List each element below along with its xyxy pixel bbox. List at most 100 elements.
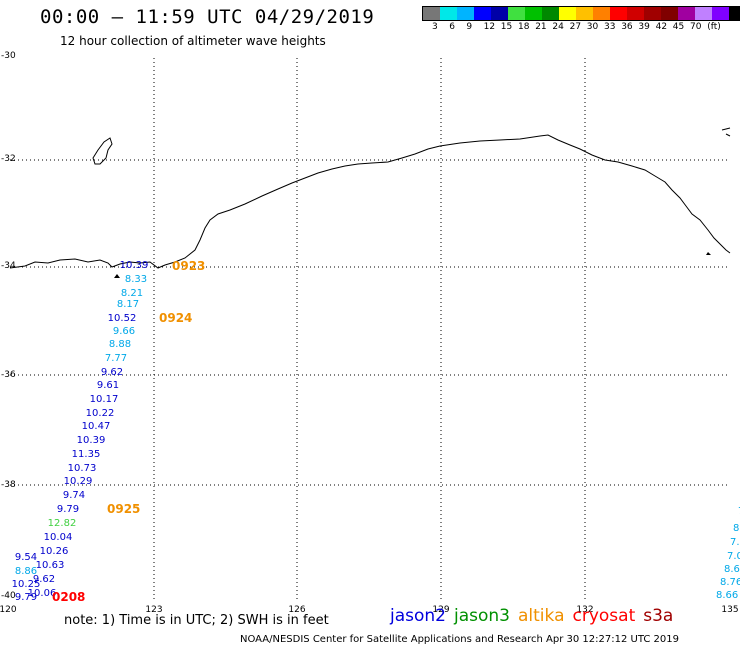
legend-label: 9: [466, 22, 473, 32]
legend-swatch: [491, 7, 508, 20]
legend-swatch: [559, 7, 576, 20]
latitude-labels: -30 -32 -34 -36 -38 -40: [1, 51, 16, 601]
legend-unit: (ft): [707, 22, 721, 32]
legend-swatch: [542, 7, 559, 20]
wave-height-value: 9.54: [15, 552, 37, 563]
satellite-name-s3a: s3a: [643, 606, 674, 626]
legend-swatch: [474, 7, 491, 20]
legend-swatch: [695, 7, 712, 20]
lon-label: 135: [721, 605, 738, 615]
track-time-label: 0923: [172, 259, 205, 273]
wave-height-value: 9.61: [97, 380, 119, 391]
lat-label: -36: [1, 370, 16, 380]
wave-height-value: 10.39: [120, 260, 149, 271]
satellite-name-jason2: jason2: [390, 606, 446, 626]
wave-height-value: 9.66: [113, 326, 135, 337]
track-time-label: 0208: [52, 590, 85, 604]
legend-label: 30: [586, 22, 599, 32]
wave-height-value: 9.62: [101, 367, 123, 378]
lat-label: -30: [1, 51, 16, 61]
legend-swatch: [644, 7, 661, 20]
satellite-name-altika: altika: [518, 606, 565, 626]
wave-height-value: 8.17: [117, 299, 139, 310]
wave-height-value: 10.25: [12, 579, 41, 590]
wave-height-value: 12.82: [48, 518, 77, 529]
track-time-label: 0924: [159, 311, 192, 325]
cape-marker: [114, 274, 120, 278]
wave-height-value: 10.63: [36, 560, 65, 571]
wave-height-value: 9.79: [15, 592, 37, 603]
lon-label: 132: [576, 605, 593, 615]
satellite-legend: jason2 jason3 altika cryosat s3a: [390, 606, 681, 626]
wave-height-value: 7.77: [105, 353, 127, 364]
legend-swatch: [593, 7, 610, 20]
legend-label: 36: [621, 22, 633, 32]
lat-label: -38: [1, 480, 16, 490]
wave-height-value: 8: [733, 523, 739, 534]
legend-labels: 3 6 9 12 15 18 21 24 27 30 33 36 39 42 45 70 (ft): [422, 21, 740, 33]
wave-height-value: 8.88: [109, 339, 131, 350]
lat-label: -40: [1, 591, 16, 601]
legend-swatch: [508, 7, 525, 20]
legend-swatch: [712, 7, 729, 20]
wave-height-value: 10.39: [77, 435, 106, 446]
wave-height-value: 10.06: [28, 588, 57, 599]
wave-height-value: 10.29: [64, 476, 93, 487]
wave-height-value: 7: [738, 506, 740, 517]
wave-height-value: 10.52: [108, 313, 137, 324]
legend-label: 12: [483, 22, 496, 32]
wave-height-value: 10.26: [40, 546, 69, 557]
coast-fragment: [721, 127, 731, 137]
wave-height-value: 9.79: [57, 504, 79, 515]
longitude-labels: 120 123 126 129 132 135: [0, 605, 739, 615]
wave-height-value: 8.6: [724, 564, 740, 575]
lat-label: -34: [1, 261, 16, 271]
legend-label: 39: [638, 22, 650, 32]
lat-label: -32: [1, 154, 16, 164]
legend-label: 21: [535, 22, 547, 32]
footer-note: note: 1) Time is in UTC; 2) SWH is in fe…: [64, 613, 329, 628]
legend-label: 42: [655, 22, 668, 32]
wave-height-value: 7.: [730, 537, 740, 548]
lon-label: 129: [432, 605, 449, 615]
far-left-track-values: 9.54 8.86 10.25 9.79: [12, 552, 41, 603]
wave-height-value: 8.86: [15, 566, 37, 577]
lon-label: 120: [0, 605, 17, 615]
wave-height-value: 9.62: [33, 574, 55, 585]
legend-label: 70: [690, 22, 702, 32]
legend-label: 3: [432, 22, 438, 32]
legend-swatch: [423, 7, 440, 20]
credit-line: NOAA/NESDIS Center for Satellite Applica…: [240, 634, 679, 645]
wave-height-value: 10.47: [82, 421, 111, 432]
wave-height-value: 8.21: [121, 288, 143, 299]
legend-swatch: [610, 7, 627, 20]
coastline: [9, 134, 731, 269]
wave-height-value: 10.17: [90, 394, 119, 405]
legend-swatch: [576, 7, 593, 20]
legend-swatch: [729, 7, 740, 20]
wave-height-value: 8.76: [720, 577, 740, 588]
wave-height-value: 10.04: [44, 532, 73, 543]
legend-label: 15: [500, 22, 513, 32]
wave-height-value: 11.35: [72, 449, 101, 460]
legend-label: 18: [518, 22, 530, 32]
wave-height-value: 8.33: [125, 274, 147, 285]
legend-label: 45: [672, 22, 685, 32]
satellite-name-jason3: jason3: [454, 606, 510, 626]
legend-label: 6: [449, 22, 455, 32]
track-time-labels: 0923 0924 0925 0208: [52, 259, 205, 604]
color-legend: 3 6 9 12 15 18 21 24 27 30 33 36 39 42 45 70 (ft): [422, 6, 740, 33]
legend-swatch: [661, 7, 678, 20]
wave-height-value: 8.66: [716, 590, 738, 601]
legend-label: 24: [552, 22, 564, 32]
legend-label: 27: [569, 22, 582, 32]
right-edge-track-values: 7 8 7. 7.0 8.6 8.76 8.66: [716, 506, 740, 601]
legend-swatch: [525, 7, 542, 20]
left-track-values: 10.39 8.33 8.218.17 10.52 9.66 8.88 7.77 9.62 9.…: [28, 260, 149, 599]
legend-swatch: [678, 7, 695, 20]
lon-label: 126: [288, 605, 305, 615]
island-outline: [92, 137, 113, 165]
rock-marker: [706, 252, 711, 255]
chart-subtitle: 12 hour collection of altimeter wave hei…: [60, 34, 326, 48]
